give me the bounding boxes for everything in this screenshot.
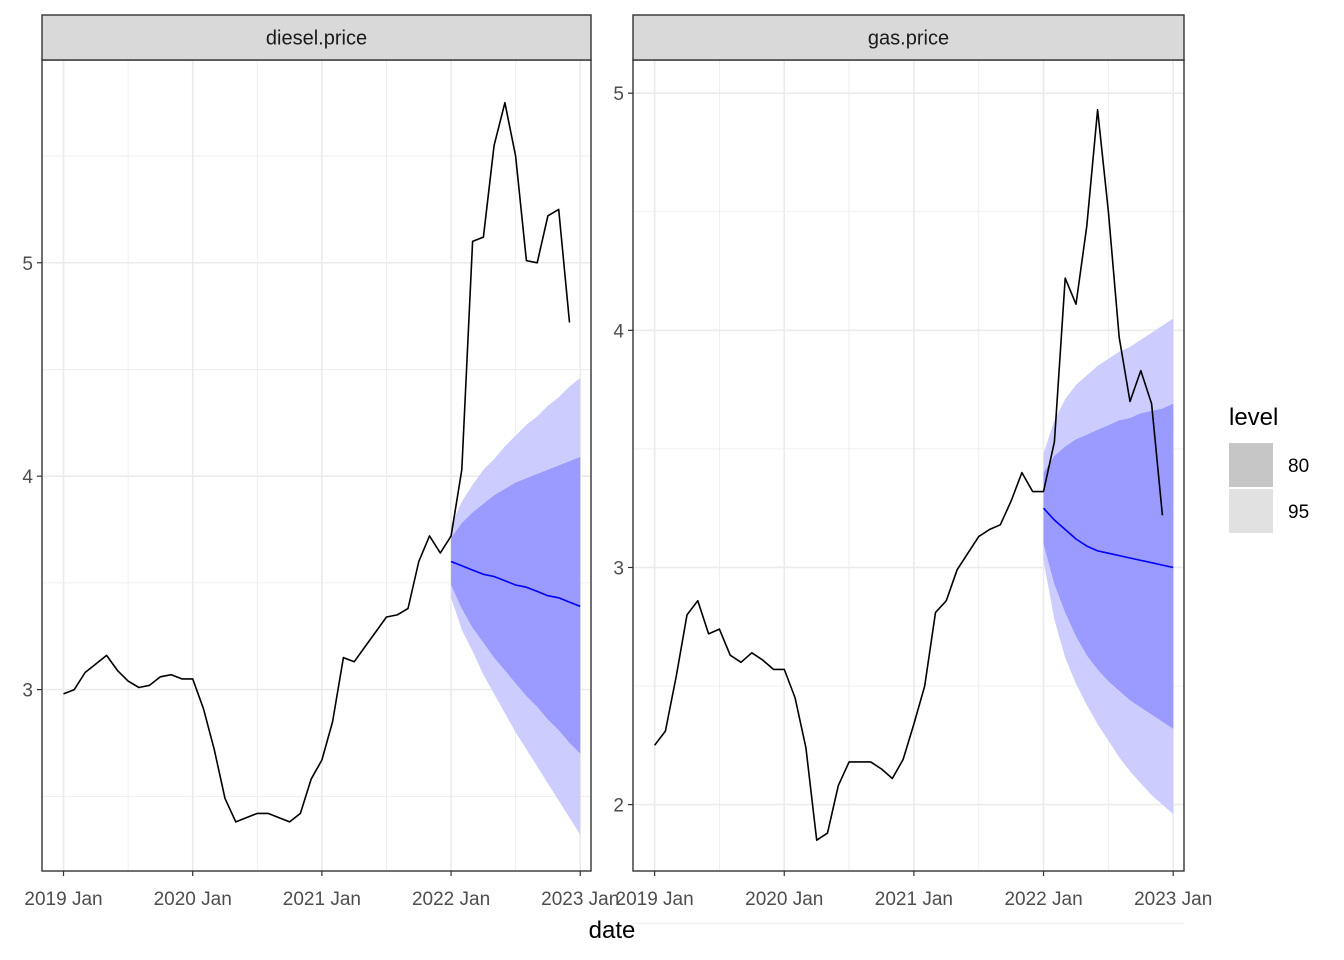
x-tick-label: 2021 Jan — [283, 889, 361, 910]
strip-background — [41, 14, 592, 61]
legend-label-80: 80 — [1288, 456, 1309, 477]
x-tick-label: 2022 Jan — [412, 889, 490, 910]
x-tick-label: 2022 Jan — [1004, 889, 1082, 910]
y-tick-label: 4 — [613, 321, 624, 342]
legend-label-95: 95 — [1288, 502, 1309, 523]
strip-background — [632, 14, 1185, 61]
panel-0: diesel.price 3 4 5 2019 Jan 2020 Jan 2021 Jan 2… — [22, 14, 619, 910]
y-tick-label: 4 — [22, 467, 33, 488]
x-tick-label: 2019 Jan — [24, 889, 102, 910]
x-tick-label: 2023 Jan — [541, 889, 619, 910]
forecast-mean-line — [450, 560, 581, 608]
strip-label: gas.price — [868, 28, 949, 50]
observed-line — [63, 101, 571, 823]
panel-1: gas.price 2 3 4 5 2019 Jan 2020 Jan 2021 Jan 202… — [613, 14, 1212, 924]
x-tick-label: 2019 Jan — [616, 889, 694, 910]
x-tick-label: 2020 Jan — [745, 889, 823, 910]
y-tick-label: 3 — [613, 558, 624, 579]
x-tick-label: 2023 Jan — [1134, 889, 1212, 910]
band-80 — [1043, 403, 1174, 729]
band-80 — [451, 457, 581, 754]
observed-line — [653, 109, 1164, 842]
x-tick-label: 2020 Jan — [154, 889, 232, 910]
legend: level 80 95 — [1229, 404, 1309, 533]
y-tick-label: 2 — [613, 796, 624, 817]
legend-key-95 — [1229, 489, 1273, 533]
y-tick-label: 3 — [22, 681, 33, 702]
x-axis-title: date — [589, 917, 636, 944]
strip-label: diesel.price — [266, 28, 367, 50]
y-tick-label: 5 — [613, 84, 624, 105]
legend-title: level — [1229, 404, 1278, 431]
x-tick-label: 2021 Jan — [875, 889, 953, 910]
legend-key-80 — [1229, 443, 1273, 487]
panels-layer: diesel.price 3 4 5 2019 Jan 2020 Jan 2021 Jan 2… — [22, 14, 1212, 924]
y-tick-label: 5 — [22, 254, 33, 275]
forecast-mean-line — [1042, 507, 1174, 569]
